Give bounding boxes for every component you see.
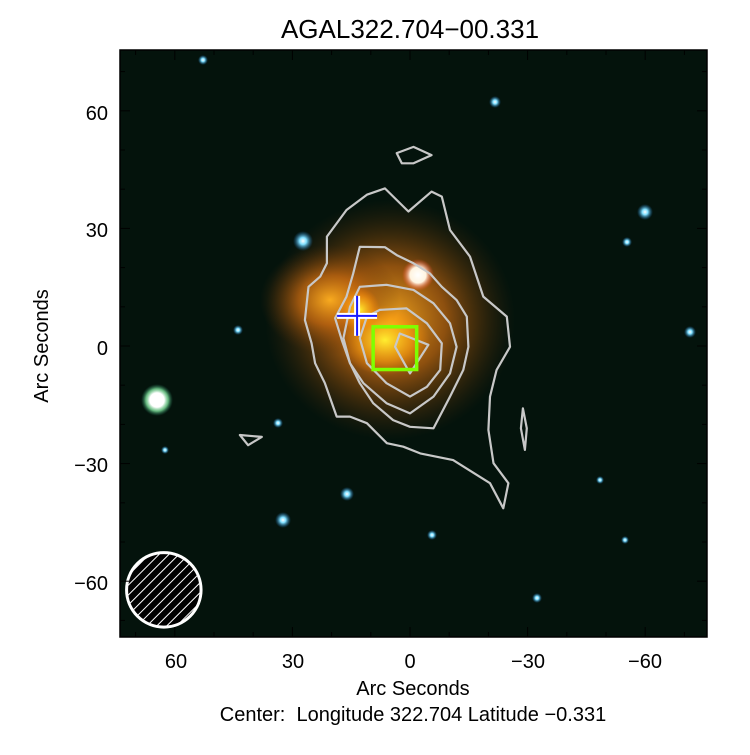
star — [489, 96, 501, 108]
contour-line — [358, 307, 443, 398]
y-tick-label: 30 — [86, 220, 108, 242]
x-tick-label: −60 — [628, 651, 662, 673]
y-tick-label: 0 — [97, 338, 108, 360]
star — [293, 231, 313, 251]
star — [273, 418, 283, 428]
star — [198, 55, 208, 65]
star — [402, 259, 434, 291]
cross-marker — [337, 295, 378, 336]
sky-image — [120, 50, 707, 637]
star — [621, 536, 629, 544]
star — [622, 237, 632, 247]
star — [161, 446, 169, 454]
star — [596, 476, 604, 484]
contour-line — [334, 245, 470, 430]
contour-line — [519, 407, 528, 451]
plot-frame — [119, 49, 708, 638]
y-tick-label: −60 — [74, 573, 108, 595]
x-tick-labels: 60 30 0 −30 −60 — [165, 651, 662, 673]
contour-line — [303, 187, 512, 510]
overlay-layer — [125, 145, 528, 629]
x-tick-label: 60 — [165, 651, 187, 673]
star — [340, 487, 354, 501]
y-tick-labels: −60 −30 0 30 60 — [74, 103, 108, 595]
contour-line — [395, 145, 433, 165]
star — [427, 530, 437, 540]
x-tick-label: 30 — [282, 651, 304, 673]
star — [637, 204, 653, 220]
star — [275, 512, 291, 528]
contour-line — [394, 332, 430, 375]
star — [233, 325, 243, 335]
contour-line — [238, 433, 263, 447]
y-axis-label: Arc Seconds — [31, 289, 53, 402]
square-marker — [371, 325, 419, 372]
x-tick-label: 0 — [404, 651, 415, 673]
star — [532, 593, 542, 603]
star — [684, 326, 696, 338]
y-tick-label: −30 — [74, 455, 108, 477]
chart-title: AGAL322.704−00.331 — [281, 14, 539, 44]
star — [141, 384, 173, 416]
y-tick-label: 60 — [86, 103, 108, 125]
x-axis-label: Arc Seconds — [356, 678, 469, 700]
contour-line — [342, 283, 458, 415]
caption: Center: Longitude 322.704 Latitude −0.33… — [220, 704, 606, 726]
axis-ticks — [120, 50, 707, 637]
x-tick-label: −30 — [511, 651, 545, 673]
beam-ellipse — [125, 551, 203, 629]
